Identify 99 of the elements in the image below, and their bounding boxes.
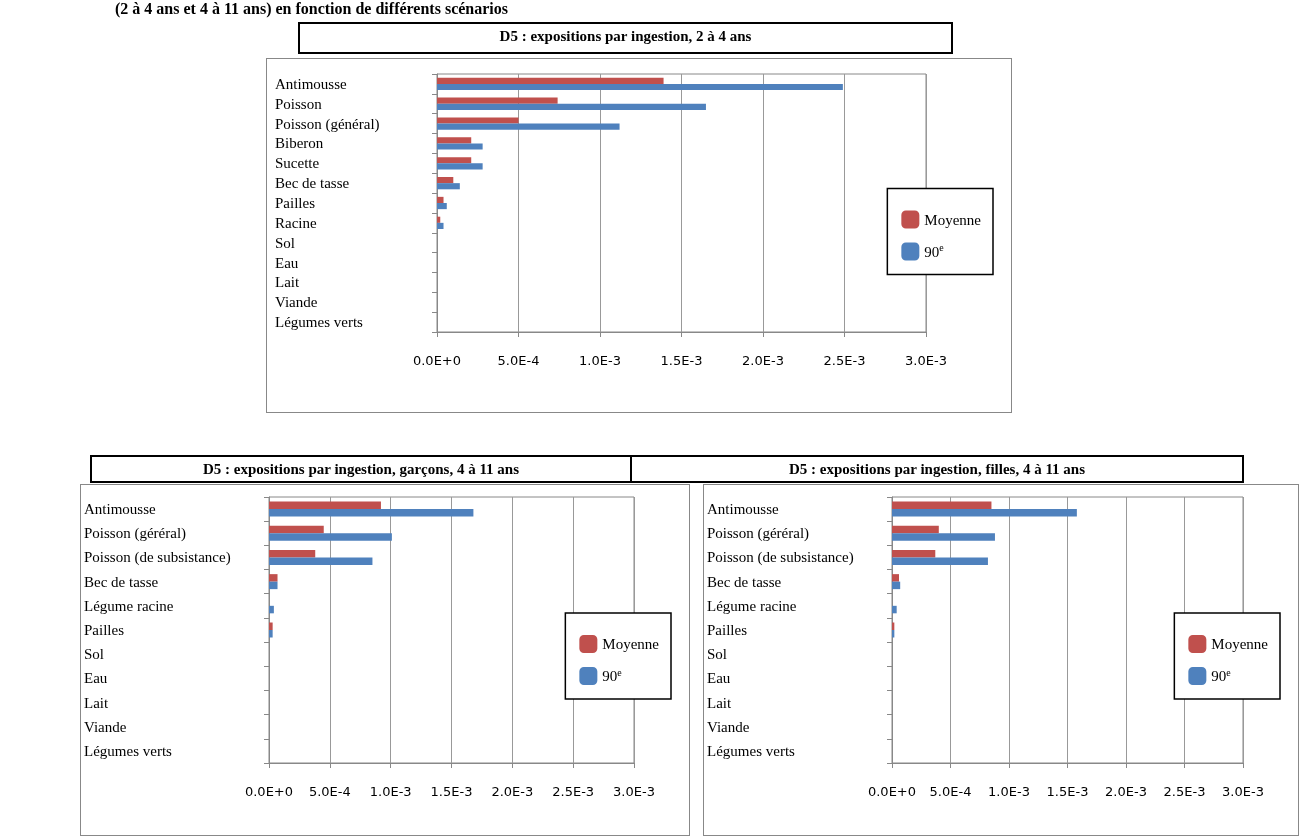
bar — [437, 97, 558, 104]
bar — [269, 581, 278, 590]
bar — [269, 605, 274, 614]
bar — [892, 509, 1077, 517]
x-tick-label: 2.5E-3 — [1163, 784, 1206, 799]
x-tick-label: 1.0E-3 — [369, 784, 412, 799]
y-tick-label: Poisson (général) — [275, 115, 380, 133]
y-tick-label: Antimousse — [84, 501, 157, 518]
y-tick-label: Viande — [707, 718, 750, 735]
bar — [437, 83, 843, 91]
x-tick-label: 2.0E-3 — [491, 784, 534, 799]
x-tick-label: 3.0E-3 — [613, 784, 655, 799]
bar — [437, 163, 483, 170]
x-tick-label: 0.0E+0 — [412, 353, 462, 368]
legend-label: Moyenne — [924, 211, 982, 228]
y-tick-label: Poisson (de subsistance) — [84, 549, 231, 567]
bar — [269, 501, 381, 510]
legend-label: Moyenne — [602, 636, 660, 652]
chart-title: D5 : expositions par ingestion, garçons, 4 à 11 ans — [90, 455, 632, 483]
x-tick-label: 5.0E-4 — [308, 784, 351, 799]
y-tick-label: Lait — [84, 694, 109, 711]
bar — [269, 574, 278, 582]
y-tick-label: Légume racine — [707, 597, 797, 614]
y-tick-label: Sucette — [275, 155, 320, 172]
bar — [892, 557, 988, 565]
bar — [437, 103, 706, 110]
x-tick-label: 1.0E-3 — [579, 353, 621, 368]
bar — [437, 117, 519, 124]
y-tick-label: Bec de tasse — [707, 573, 782, 590]
bar — [437, 203, 447, 210]
y-tick-label: Viande — [275, 294, 318, 311]
y-tick-label: Lait — [707, 694, 732, 711]
bar — [269, 533, 392, 541]
x-tick-label: 1.5E-3 — [430, 784, 473, 799]
x-tick-label: 3.0E-3 — [1222, 784, 1264, 799]
x-tick-label: 2.0E-3 — [742, 353, 784, 368]
y-tick-label: Lait — [275, 274, 300, 291]
bar — [437, 183, 460, 190]
y-tick-label: Bec de tasse — [275, 175, 350, 192]
y-tick-label: Légumes verts — [275, 314, 364, 331]
x-tick-label: 2.5E-3 — [552, 784, 595, 799]
y-tick-label: Poisson (de subsistance) — [707, 549, 854, 567]
x-tick-label: 3.0E-3 — [905, 353, 947, 368]
bar — [437, 157, 472, 164]
y-tick-label: Pailles — [707, 622, 748, 638]
bar — [892, 533, 995, 541]
y-tick-label: Racine — [275, 214, 317, 231]
bar — [437, 177, 454, 184]
bar — [892, 605, 897, 614]
y-tick-label: Biberon — [275, 135, 324, 152]
y-tick-label: Bec de tasse — [84, 573, 159, 590]
chart-title: D5 : expositions par ingestion, filles, 4 à 11 ans — [630, 455, 1244, 483]
y-tick-label: Poisson (géréral) — [84, 525, 187, 543]
y-tick-label: Sol — [84, 646, 105, 663]
bar — [892, 549, 936, 558]
y-tick-label: Sol — [707, 646, 728, 663]
y-tick-label: Pailles — [275, 195, 316, 211]
bar — [437, 137, 472, 144]
bar — [892, 581, 901, 590]
bar — [437, 143, 483, 150]
y-tick-label: Poisson (géréral) — [707, 525, 810, 543]
bar — [892, 525, 939, 534]
y-tick-label: Eau — [275, 254, 299, 271]
y-tick-label: Légume racine — [84, 597, 174, 614]
y-tick-label: Poisson — [275, 95, 323, 112]
chart-title: D5 : expositions par ingestion, 2 à 4 ans — [298, 22, 953, 54]
x-tick-label: 2.5E-3 — [823, 353, 866, 368]
legend-label: Moyenne — [1211, 636, 1269, 652]
x-tick-label: 2.0E-3 — [1105, 784, 1147, 799]
bar — [437, 216, 441, 223]
text: (2 à 4 ans et 4 à 11 ans) en fonction de différents scénarios — [115, 0, 509, 18]
bar — [269, 549, 316, 558]
bar — [437, 196, 444, 203]
y-tick-label: Viande — [84, 718, 127, 735]
y-tick-label: Pailles — [84, 622, 125, 638]
x-tick-label: 0.0E+0 — [867, 784, 917, 799]
bar — [437, 123, 620, 130]
bar — [892, 501, 992, 510]
x-tick-label: 5.0E-4 — [929, 784, 972, 799]
bar — [437, 77, 664, 84]
bar — [269, 630, 273, 638]
bar — [269, 525, 324, 534]
bar — [437, 222, 444, 229]
y-tick-label: Légumes verts — [84, 742, 173, 759]
y-tick-label: Antimousse — [275, 75, 348, 92]
y-tick-label: Sol — [275, 234, 296, 251]
bar — [269, 622, 273, 630]
y-tick-label: Antimousse — [707, 501, 780, 518]
y-tick-label: Eau — [707, 670, 731, 687]
x-tick-label: 1.5E-3 — [1046, 784, 1089, 799]
x-tick-label: 1.5E-3 — [660, 353, 703, 368]
x-tick-label: 1.0E-3 — [988, 784, 1030, 799]
bar — [269, 557, 373, 565]
bar — [269, 509, 474, 517]
y-tick-label: Eau — [84, 670, 108, 687]
x-tick-label: 0.0E+0 — [244, 784, 294, 799]
y-tick-label: Légumes verts — [707, 742, 796, 759]
x-tick-label: 5.0E-4 — [497, 353, 540, 368]
bar — [892, 574, 900, 582]
